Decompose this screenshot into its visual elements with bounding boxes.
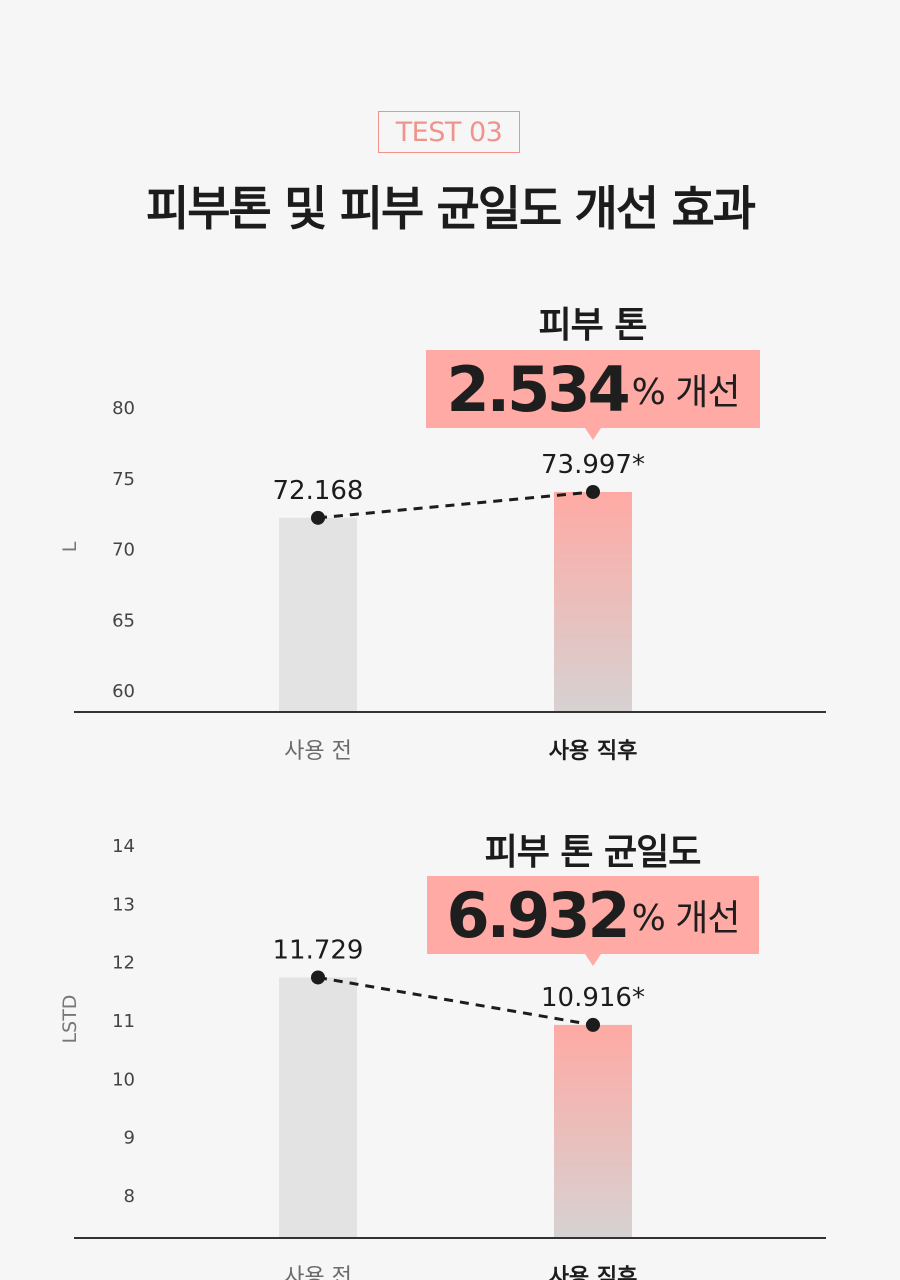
data-label: 72.168 (273, 476, 364, 506)
y-tick-label: 75 (112, 469, 135, 490)
y-tick-label: 70 (112, 540, 135, 561)
y-tick-label: 80 (112, 398, 135, 419)
y-tick-label: 11 (112, 1011, 135, 1032)
bar-before (279, 517, 357, 712)
improvement-callout: 2.534 % 개선 (426, 350, 760, 440)
x-category-label: 사용 직후 (549, 739, 638, 764)
y-tick-label: 10 (112, 1069, 135, 1090)
x-category-label: 사용 직후 (549, 1265, 638, 1280)
improvement-callout: 6.932 % 개선 (427, 876, 759, 966)
data-point (311, 510, 325, 525)
callout-unit: % 개선 (631, 898, 741, 939)
y-tick-label: 13 (112, 894, 135, 915)
y-tick-label: 65 (112, 610, 135, 631)
data-label: 11.729 (273, 935, 364, 965)
chart-title: 피부 톤 (538, 305, 648, 346)
bar-after (554, 491, 632, 712)
callout-value: 2.534 (446, 352, 630, 426)
y-tick-label: 8 (124, 1186, 135, 1207)
chart-plot: 60 65 70 75 80 72.168 73.997* 사용 전 사용 직후 (74, 398, 826, 764)
y-tick-label: 14 (112, 836, 135, 857)
chart-title: 피부 톤 균일도 (484, 832, 702, 873)
x-category-label: 사용 전 (284, 739, 352, 764)
bar-before (279, 977, 357, 1238)
data-point (586, 484, 600, 499)
y-tick-label: 12 (112, 953, 135, 974)
test-badge: TEST 03 (378, 111, 520, 153)
bar-after (554, 1024, 632, 1238)
trend-line (317, 490, 594, 520)
y-tick-label: 60 (112, 681, 135, 702)
chart-skin-tone: 피부 톤 2.534 % 개선 L 60 65 70 75 80 72.168 73.997… (59, 305, 826, 764)
trend-line (317, 975, 594, 1027)
data-label: 73.997* (541, 450, 645, 480)
y-tick-label: 9 (124, 1128, 135, 1149)
x-category-label: 사용 전 (284, 1265, 352, 1280)
data-label: 10.916* (541, 983, 645, 1013)
callout-unit: % 개선 (631, 372, 741, 413)
data-point (586, 1017, 600, 1032)
callout-value: 6.932 (446, 878, 630, 952)
page-title: 피부톤 및 피부 균일도 개선 효과 (146, 182, 756, 237)
data-point (311, 970, 325, 985)
